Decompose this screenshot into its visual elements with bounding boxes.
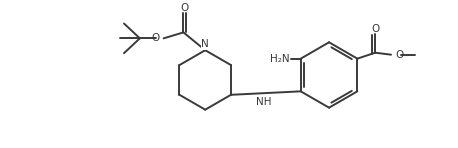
Text: O: O <box>180 3 189 13</box>
Text: NH: NH <box>256 97 272 107</box>
Text: O: O <box>395 50 403 60</box>
Text: O: O <box>371 24 379 34</box>
Text: N: N <box>202 39 209 49</box>
Text: H₂N: H₂N <box>270 54 290 64</box>
Text: O: O <box>152 33 160 43</box>
